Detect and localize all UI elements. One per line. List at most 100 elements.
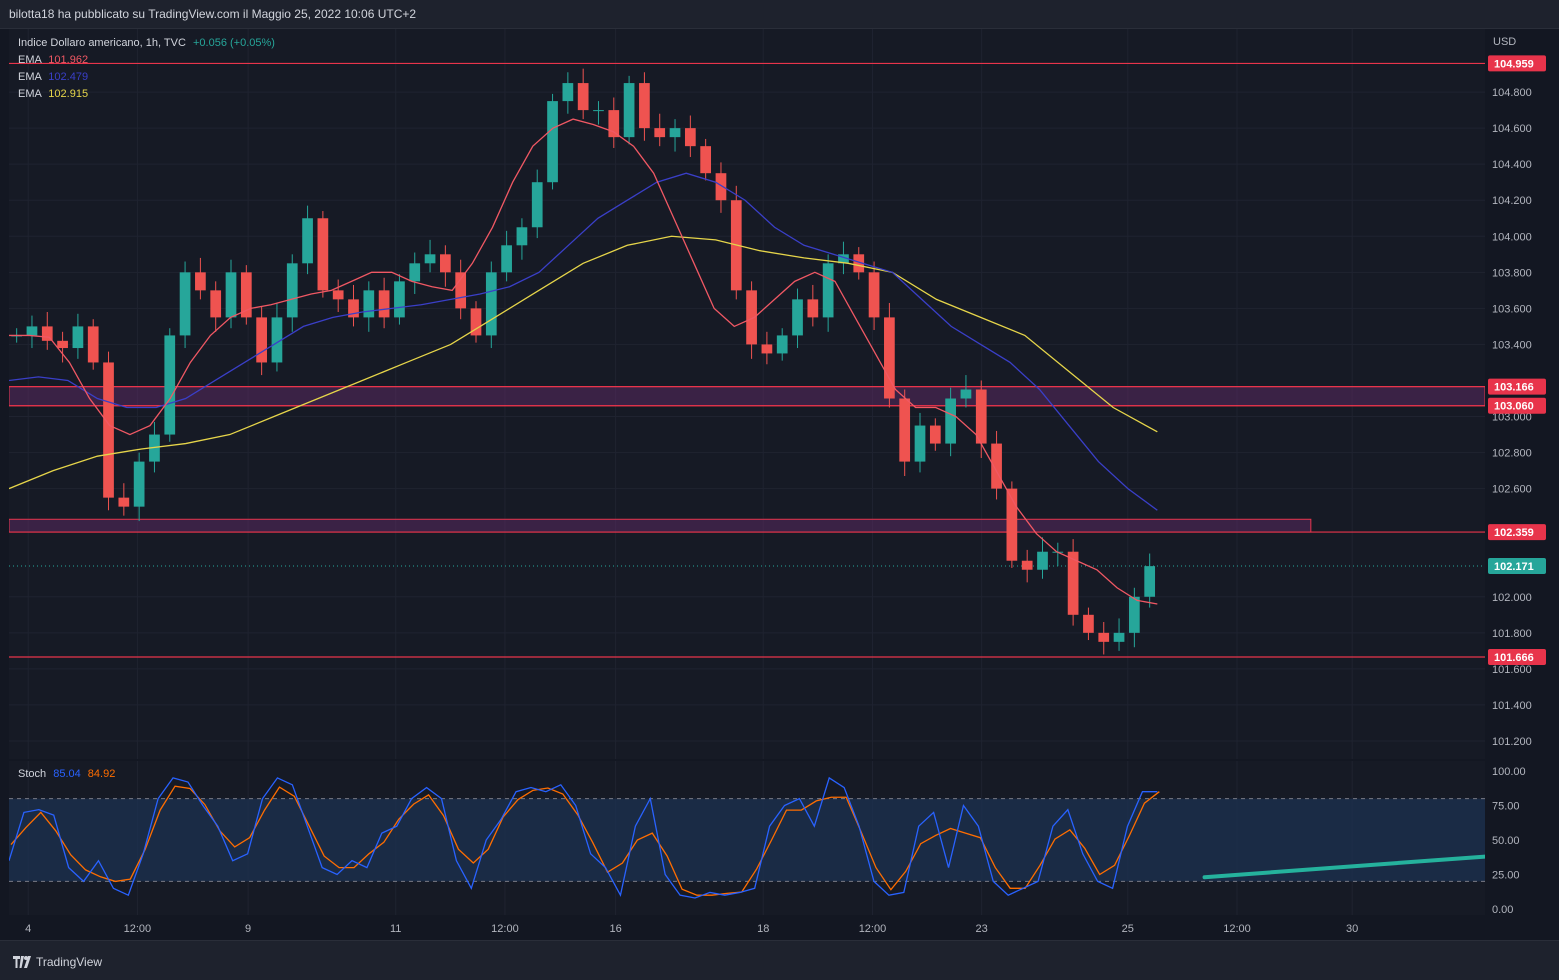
ema1-label: EMA	[18, 54, 42, 66]
candle-body-46	[715, 173, 727, 201]
footer-bar: TradingView	[0, 940, 1559, 980]
candle-body-7	[118, 497, 130, 507]
time-axis[interactable]: 4 12:00 9 11 12:00 16 18 12:00 23 25 12:00 30	[9, 915, 1485, 940]
price-chart-pane[interactable]	[8, 29, 1486, 759]
price-tick-11: 102.000	[1492, 592, 1532, 604]
candle-body-38	[593, 110, 604, 112]
candle-body-53	[822, 263, 834, 318]
candle-body-31	[485, 272, 497, 336]
stoch-band	[9, 798, 1485, 882]
candle-body-61	[945, 398, 956, 444]
candle-body-56	[868, 272, 880, 318]
candle-body-22	[348, 299, 359, 318]
candle-body-17	[271, 317, 283, 363]
level-tag-bg-0	[1488, 55, 1546, 72]
stoch-d-line	[10, 785, 1160, 896]
price-tick-10: 102.600	[1492, 484, 1532, 496]
symbol-label: Indice Dollaro americano, 1h, TVC	[18, 37, 186, 49]
time-tick-10: 12:00	[1223, 923, 1251, 935]
ema2-label: EMA	[18, 71, 42, 83]
price-axis-svg[interactable]: USD 104.800 104.600 104.400 104.200 104.000 10…	[1486, 29, 1559, 916]
candle-body-55	[853, 254, 865, 273]
time-tick-7: 12:00	[859, 923, 887, 935]
candle-body-69	[1067, 551, 1079, 615]
candle-body-3	[57, 340, 68, 349]
candle-body-67	[1037, 551, 1048, 570]
candle-body-71	[1098, 632, 1110, 642]
time-tick-5: 16	[610, 923, 622, 935]
stochastic-svg[interactable]	[8, 761, 1487, 915]
ema3-label: EMA	[18, 88, 42, 100]
stoch-k-line	[8, 776, 1158, 899]
candle-body-39	[608, 110, 620, 138]
stoch-tick-1: 75.00	[1492, 801, 1520, 813]
price-tick-3: 104.200	[1492, 195, 1532, 207]
candle-body-60	[929, 425, 941, 444]
publisher-header: bilotta18 ha pubblicato su TradingView.c…	[0, 0, 1559, 29]
candle-body-29	[455, 272, 467, 309]
candle-body-21	[332, 290, 344, 300]
level-tag-4: 101.666	[1494, 652, 1534, 664]
candle-body-73	[1129, 596, 1140, 633]
price-tick-8: 103.000	[1492, 412, 1532, 424]
candle-body-30	[470, 308, 482, 336]
last-price-tag-bg	[1488, 557, 1546, 574]
candle-body-65	[1006, 488, 1018, 561]
last-price-tag: 102.171	[1494, 561, 1534, 573]
stoch-label: Stoch	[18, 768, 47, 780]
symbol-row: Indice Dollaro americano, 1h, TVC +0.056…	[18, 35, 275, 52]
price-chart-svg[interactable]	[8, 29, 1486, 759]
candle-body-43	[669, 128, 681, 138]
ema-slow-line	[8, 235, 1158, 490]
time-axis-svg[interactable]: 4 12:00 9 11 12:00 16 18 12:00 23 25 12:00 30	[9, 915, 1485, 940]
ema1-row: EMA 101.962	[18, 52, 275, 69]
candle-body-58	[899, 398, 911, 462]
stochastic-pane[interactable]	[8, 761, 1487, 915]
candle-body-42	[654, 128, 666, 138]
candle-body-25	[394, 281, 405, 318]
ema-fast-line	[9, 118, 1158, 605]
candle-body-49	[761, 344, 773, 354]
stoch-d-value: 84.92	[87, 768, 116, 780]
price-tick-4: 104.000	[1492, 231, 1532, 243]
tradingview-brand[interactable]: TradingView	[13, 955, 102, 969]
price-tick-13: 101.600	[1492, 664, 1532, 676]
ema3-value: 102.915	[48, 88, 89, 100]
candle-body-13	[210, 290, 222, 318]
candle-body-41	[639, 83, 650, 129]
candle-body-50	[776, 335, 788, 354]
level-tag-bg-2	[1488, 397, 1546, 414]
ema3-row: EMA 102.915	[18, 86, 275, 103]
candle-body-11	[179, 272, 191, 336]
candle-body-44	[684, 128, 696, 147]
time-tick-3: 11	[390, 923, 401, 935]
candle-body-9	[149, 434, 160, 462]
candle-body-74	[1144, 566, 1156, 597]
candle-body-63	[975, 389, 987, 444]
time-tick-2: 9	[245, 923, 251, 935]
level-tag-2: 103.060	[1494, 401, 1534, 413]
candle-body-37	[577, 83, 589, 111]
price-tick-7: 103.400	[1492, 339, 1532, 351]
candle-body-23	[363, 290, 375, 318]
currency-label: USD	[1493, 36, 1516, 48]
level-tag-bg-3	[1488, 524, 1546, 541]
level-tag-0: 104.959	[1494, 58, 1534, 70]
price-tick-15: 101.200	[1492, 736, 1532, 748]
chart-legend: Indice Dollaro americano, 1h, TVC +0.056…	[18, 35, 275, 103]
candle-body-34	[531, 182, 543, 228]
candle-body-8	[133, 461, 145, 507]
candle-body-33	[516, 227, 528, 246]
price-tick-12: 101.800	[1492, 628, 1532, 640]
stoch-tick-4: 0.00	[1492, 904, 1513, 915]
change-value: +0.056 (+0.05%)	[193, 37, 275, 49]
candle-body-14	[225, 272, 237, 318]
time-tick-6: 18	[757, 923, 769, 935]
time-tick-8: 23	[976, 923, 988, 935]
price-tick-1: 104.600	[1492, 123, 1532, 135]
candle-body-28	[440, 254, 451, 273]
ema2-row: EMA 102.479	[18, 69, 275, 86]
ema-mid-line	[8, 172, 1158, 511]
price-tick-0: 104.800	[1492, 87, 1532, 99]
price-axis[interactable]: USD 104.800 104.600 104.400 104.200 104.000 10…	[1486, 29, 1559, 916]
